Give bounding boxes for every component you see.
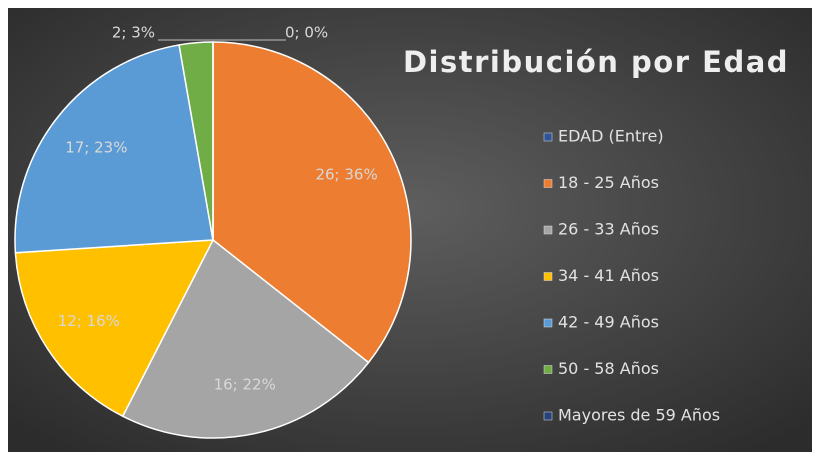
legend-label: 18 - 25 Años <box>558 173 659 192</box>
pie-slice <box>212 41 412 364</box>
pie-slice <box>14 44 214 254</box>
data-label: 0; 0% <box>285 24 328 42</box>
legend-swatch <box>543 132 553 142</box>
legend-label: 42 - 49 Años <box>558 313 659 332</box>
legend-label: 34 - 41 Años <box>558 266 659 285</box>
legend-swatch <box>543 411 553 421</box>
pie-slice <box>14 239 215 418</box>
legend-swatch <box>543 225 553 235</box>
data-label: 17; 23% <box>65 139 127 157</box>
legend-label: 50 - 58 Años <box>558 359 659 378</box>
legend-label: EDAD (Entre) <box>558 127 664 146</box>
legend-label: Mayores de 59 Años <box>558 406 720 425</box>
legend-swatch <box>543 179 553 188</box>
data-label: 26; 36% <box>315 166 377 184</box>
legend-swatch <box>543 365 553 374</box>
legend-label: 26 - 33 Años <box>558 220 659 239</box>
data-label: 12; 16% <box>58 312 120 330</box>
legend-swatch <box>543 318 553 328</box>
data-label: 2; 3% <box>112 24 155 42</box>
pie-slice <box>121 238 370 439</box>
data-label: 16; 22% <box>214 376 276 394</box>
chart-title: Distribución por Edad <box>403 45 789 79</box>
legend-swatch <box>543 272 553 281</box>
